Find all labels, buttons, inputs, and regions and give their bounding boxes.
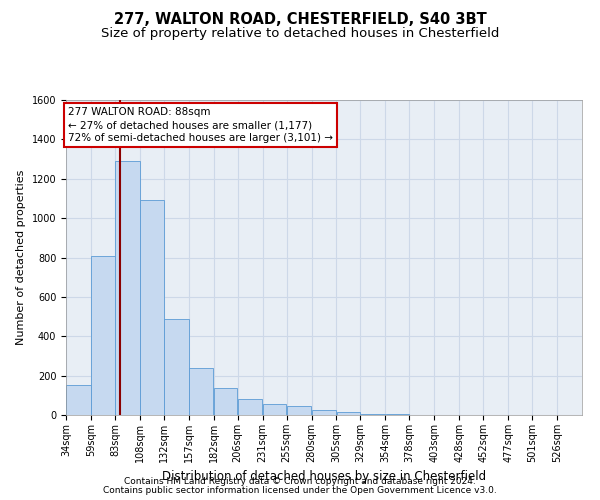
Text: 277 WALTON ROAD: 88sqm
← 27% of detached houses are smaller (1,177)
72% of semi-: 277 WALTON ROAD: 88sqm ← 27% of detached… xyxy=(68,107,333,144)
Bar xyxy=(287,406,311,415)
Y-axis label: Number of detached properties: Number of detached properties xyxy=(16,170,26,345)
Bar xyxy=(263,404,286,415)
Bar xyxy=(91,256,115,415)
Bar xyxy=(66,386,91,415)
Text: Contains public sector information licensed under the Open Government Licence v3: Contains public sector information licen… xyxy=(103,486,497,495)
Bar xyxy=(189,368,214,415)
X-axis label: Distribution of detached houses by size in Chesterfield: Distribution of detached houses by size … xyxy=(162,470,486,484)
Bar xyxy=(361,414,385,415)
Bar xyxy=(337,412,360,415)
Bar xyxy=(386,414,409,415)
Text: Contains HM Land Registry data © Crown copyright and database right 2024.: Contains HM Land Registry data © Crown c… xyxy=(124,477,476,486)
Bar xyxy=(140,200,164,415)
Text: 277, WALTON ROAD, CHESTERFIELD, S40 3BT: 277, WALTON ROAD, CHESTERFIELD, S40 3BT xyxy=(113,12,487,28)
Bar xyxy=(238,399,262,415)
Bar xyxy=(214,388,238,415)
Bar xyxy=(164,318,188,415)
Text: Size of property relative to detached houses in Chesterfield: Size of property relative to detached ho… xyxy=(101,28,499,40)
Bar xyxy=(115,161,140,415)
Bar xyxy=(312,410,336,415)
